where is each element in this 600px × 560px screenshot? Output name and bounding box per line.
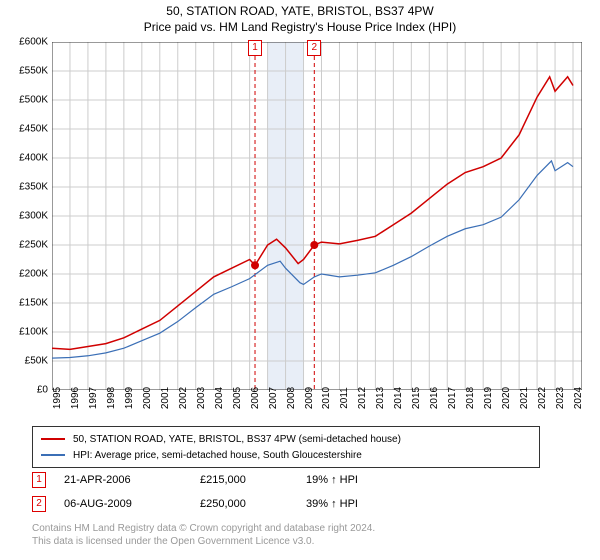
event-marker-icon: 1 bbox=[32, 472, 46, 488]
legend-item: 50, STATION ROAD, YATE, BRISTOL, BS37 4P… bbox=[41, 431, 531, 447]
event-delta: 19% ↑ HPI bbox=[306, 474, 426, 486]
x-axis-tick-label: 2005 bbox=[232, 387, 243, 409]
x-axis-tick-label: 2024 bbox=[573, 387, 584, 409]
y-axis-tick-label: £200K bbox=[19, 269, 48, 280]
legend-swatch-property bbox=[41, 438, 65, 440]
x-axis-tick-label: 2013 bbox=[375, 387, 386, 409]
x-axis-tick-label: 2011 bbox=[339, 387, 350, 409]
y-axis-tick-label: £250K bbox=[19, 240, 48, 251]
y-axis-tick-label: £450K bbox=[19, 124, 48, 135]
x-axis-tick-label: 2006 bbox=[250, 387, 261, 409]
x-axis-tick-label: 2007 bbox=[268, 387, 279, 409]
event-price: £250,000 bbox=[200, 498, 300, 510]
legend-swatch-hpi bbox=[41, 454, 65, 456]
x-axis-tick-label: 2019 bbox=[483, 387, 494, 409]
x-axis-tick-label: 1998 bbox=[106, 387, 117, 409]
y-axis-tick-label: £350K bbox=[19, 182, 48, 193]
y-axis-tick-label: £150K bbox=[19, 298, 48, 309]
event-row: 1 21-APR-2006 £215,000 19% ↑ HPI bbox=[32, 468, 426, 492]
x-axis-tick-label: 2003 bbox=[196, 387, 207, 409]
event-marker-icon: 2 bbox=[32, 496, 46, 512]
footer-line2: This data is licensed under the Open Gov… bbox=[32, 535, 375, 548]
y-axis-tick-label: £50K bbox=[25, 356, 48, 367]
x-axis-tick-label: 1997 bbox=[88, 387, 99, 409]
y-axis-tick-label: £400K bbox=[19, 153, 48, 164]
event-marker-on-chart: 2 bbox=[307, 40, 321, 56]
event-date: 21-APR-2006 bbox=[64, 474, 194, 486]
footer-line1: Contains HM Land Registry data © Crown c… bbox=[32, 522, 375, 535]
footer: Contains HM Land Registry data © Crown c… bbox=[32, 522, 375, 548]
legend: 50, STATION ROAD, YATE, BRISTOL, BS37 4P… bbox=[32, 426, 540, 468]
x-axis-tick-label: 2001 bbox=[160, 387, 171, 409]
x-axis-tick-label: 1999 bbox=[124, 387, 135, 409]
x-axis-tick-label: 2010 bbox=[321, 387, 332, 409]
y-axis-tick-label: £100K bbox=[19, 327, 48, 338]
x-axis-tick-label: 2021 bbox=[519, 387, 530, 409]
x-axis-tick-label: 2020 bbox=[501, 387, 512, 409]
y-axis-tick-label: £0 bbox=[37, 385, 48, 396]
event-price: £215,000 bbox=[200, 474, 300, 486]
x-axis-tick-label: 2008 bbox=[286, 387, 297, 409]
x-axis-tick-label: 2023 bbox=[555, 387, 566, 409]
chart-plot bbox=[52, 42, 582, 390]
x-axis-tick-label: 2017 bbox=[447, 387, 458, 409]
x-axis-tick-label: 2014 bbox=[393, 387, 404, 409]
chart-area: £0£50K£100K£150K£200K£250K£300K£350K£400… bbox=[52, 42, 582, 390]
x-axis-tick-label: 2016 bbox=[429, 387, 440, 409]
event-marker-on-chart: 1 bbox=[248, 40, 262, 56]
legend-label: 50, STATION ROAD, YATE, BRISTOL, BS37 4P… bbox=[73, 434, 401, 445]
x-axis-tick-label: 1995 bbox=[52, 387, 63, 409]
event-table: 1 21-APR-2006 £215,000 19% ↑ HPI 2 06-AU… bbox=[32, 468, 426, 516]
y-axis-tick-label: £300K bbox=[19, 211, 48, 222]
x-axis-tick-label: 2018 bbox=[465, 387, 476, 409]
x-axis-tick-label: 1996 bbox=[70, 387, 81, 409]
x-axis-tick-label: 2022 bbox=[537, 387, 548, 409]
y-axis-tick-label: £550K bbox=[19, 66, 48, 77]
event-row: 2 06-AUG-2009 £250,000 39% ↑ HPI bbox=[32, 492, 426, 516]
legend-item: HPI: Average price, semi-detached house,… bbox=[41, 447, 531, 463]
x-axis-tick-label: 2004 bbox=[214, 387, 225, 409]
x-axis-tick-label: 2000 bbox=[142, 387, 153, 409]
event-date: 06-AUG-2009 bbox=[64, 498, 194, 510]
legend-label: HPI: Average price, semi-detached house,… bbox=[73, 450, 362, 461]
y-axis-tick-label: £500K bbox=[19, 95, 48, 106]
x-axis-tick-label: 2009 bbox=[304, 387, 315, 409]
x-axis-tick-label: 2015 bbox=[411, 387, 422, 409]
x-axis-tick-label: 2012 bbox=[357, 387, 368, 409]
y-axis-tick-label: £600K bbox=[19, 37, 48, 48]
chart-title-line2: Price paid vs. HM Land Registry's House … bbox=[0, 20, 600, 34]
x-axis-tick-label: 2002 bbox=[178, 387, 189, 409]
event-delta: 39% ↑ HPI bbox=[306, 498, 426, 510]
chart-title-line1: 50, STATION ROAD, YATE, BRISTOL, BS37 4P… bbox=[0, 4, 600, 18]
